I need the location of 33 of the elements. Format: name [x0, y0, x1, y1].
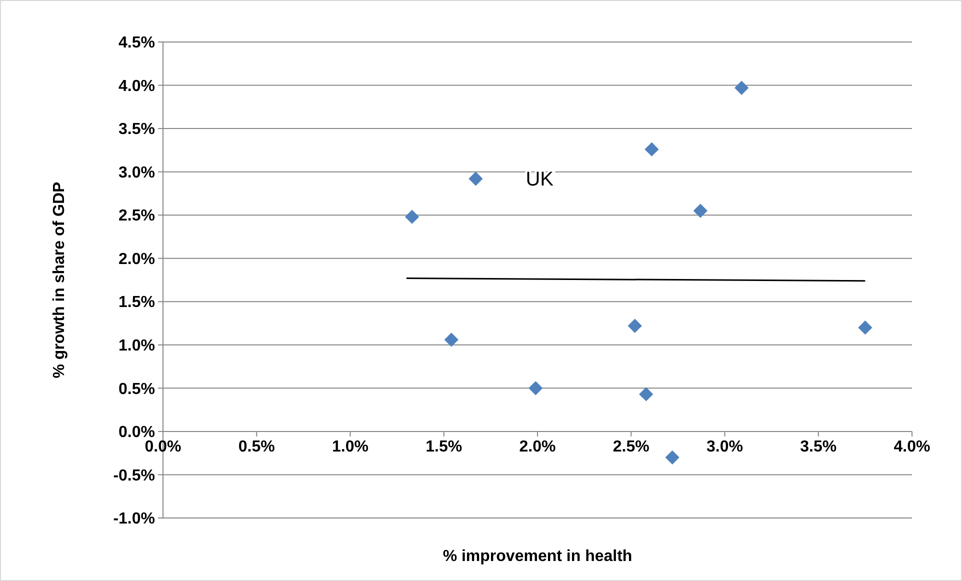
point	[858, 320, 872, 335]
y-tick-label: 2.5%	[118, 208, 155, 225]
y-tick-label: 0.5%	[118, 380, 155, 398]
point	[528, 381, 543, 396]
x-tick-label: 2.5%	[612, 438, 650, 456]
y-tick-label: -1.0%	[113, 510, 155, 528]
point	[628, 318, 642, 333]
annotation: UK	[526, 168, 554, 191]
y-tick-label: -0.5%	[113, 467, 155, 484]
point	[665, 450, 680, 464]
point	[693, 204, 708, 218]
y-tick-label: 4.0%	[118, 78, 155, 95]
x-tick-label: 3.5%	[800, 438, 837, 456]
point	[404, 210, 420, 224]
point	[644, 142, 659, 156]
y-tick-label: 2.0%	[118, 250, 155, 268]
x-tick-label: 3.0%	[706, 438, 743, 456]
x-tick-label: 1.0%	[332, 438, 368, 456]
point	[639, 387, 654, 402]
y-tick-label: 3.0%	[118, 164, 155, 182]
y-tick-label: 1.0%	[118, 338, 155, 355]
y-tick-label: 3.5%	[118, 121, 155, 138]
point	[734, 80, 749, 95]
point	[444, 332, 458, 347]
point	[468, 172, 483, 186]
x-tick-label: 4.0%	[894, 438, 930, 456]
y-axis-title: % growth in share of GDP	[51, 181, 68, 378]
x-tick-label: 0.5%	[238, 438, 275, 456]
x-axis-title: % improvement in health	[442, 548, 632, 565]
y-tick-label: 1.5%	[118, 294, 155, 312]
x-tick-label: 2.0%	[519, 438, 556, 456]
y-tick-label: 4.5%	[118, 34, 155, 52]
x-tick-label: 1.5%	[426, 438, 462, 456]
